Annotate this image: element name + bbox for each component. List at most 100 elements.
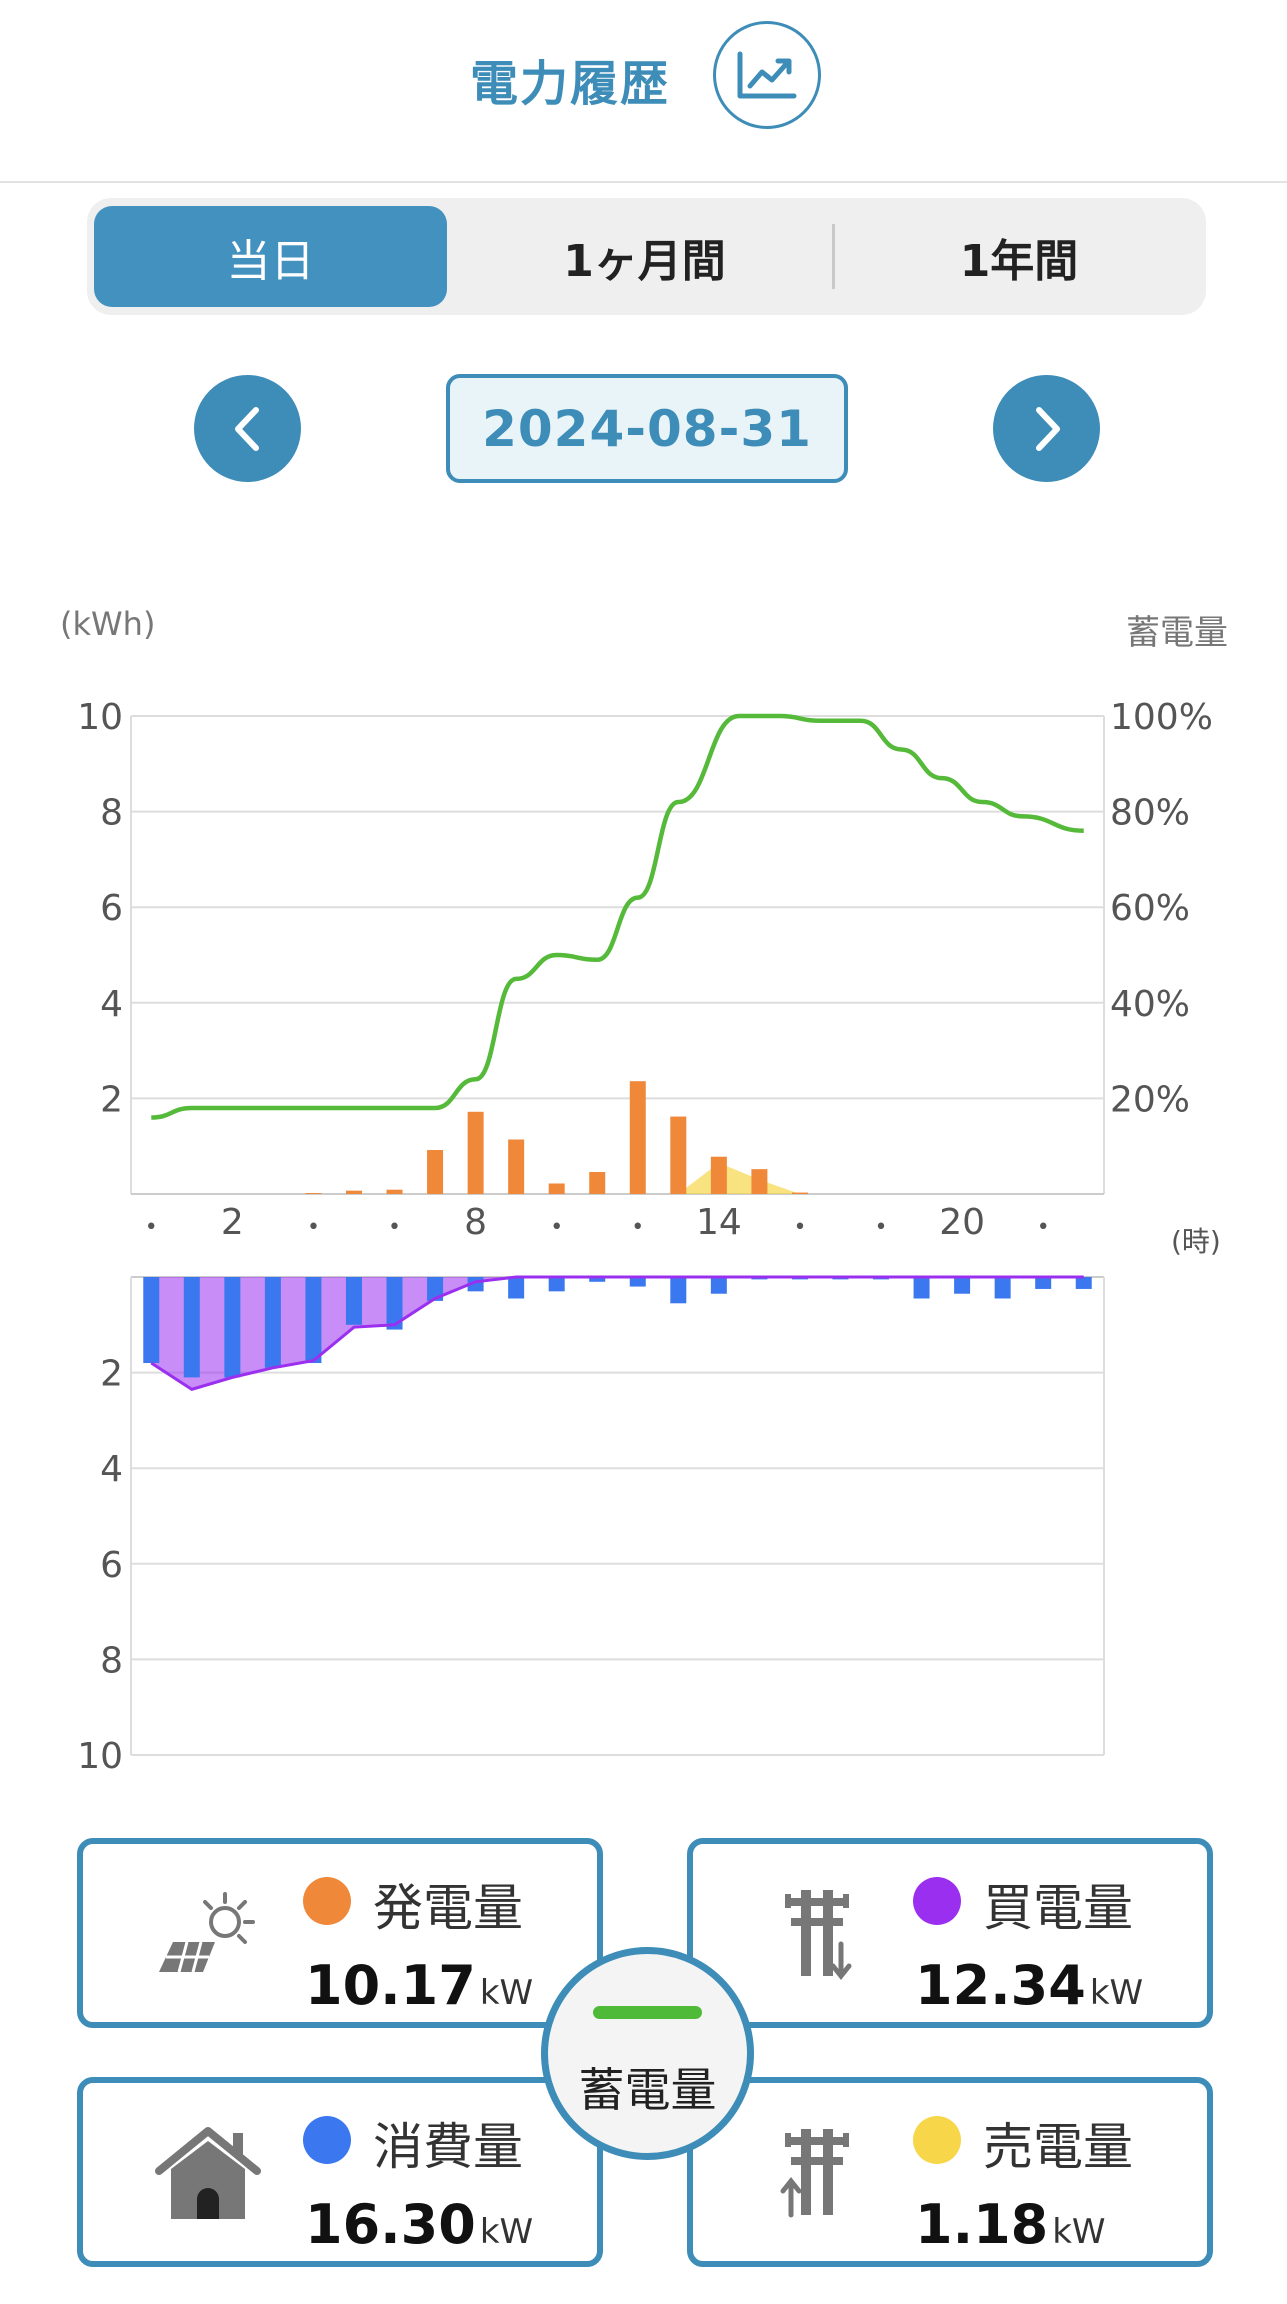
consumption-bar bbox=[954, 1277, 971, 1294]
buy-unit: kW bbox=[1089, 1973, 1144, 2013]
upper-right-tick-label: 80% bbox=[1110, 793, 1190, 834]
x-tick-label: • bbox=[793, 1215, 806, 1240]
generation-bar bbox=[508, 1139, 525, 1194]
solar-panel-icon bbox=[159, 1892, 255, 1973]
tab-divider bbox=[832, 224, 835, 289]
consumption-bar bbox=[386, 1277, 403, 1330]
consumption-bar bbox=[548, 1277, 565, 1292]
line-chart-icon[interactable] bbox=[713, 21, 821, 129]
buy-card[interactable]: 買電量 12.34 kW bbox=[687, 1838, 1213, 2028]
generation-bar bbox=[751, 1169, 768, 1194]
consumption-bar bbox=[710, 1277, 727, 1294]
chevron-left-icon bbox=[234, 406, 259, 451]
generation-value-row: 10.17 kW bbox=[305, 1954, 533, 2017]
consumption-card[interactable]: 消費量 16.30 kW bbox=[77, 2077, 603, 2267]
consumption-bar bbox=[224, 1277, 241, 1378]
upper-y-tick-label: 8 bbox=[100, 793, 123, 834]
buy-label: 買電量 bbox=[983, 1879, 1133, 1937]
upper-y-tick-label: 2 bbox=[100, 1079, 123, 1120]
consumption-bar bbox=[629, 1277, 646, 1287]
tab-year[interactable]: 1年間 bbox=[959, 235, 1079, 287]
house-icon bbox=[155, 2127, 261, 2219]
sell-label: 売電量 bbox=[983, 2118, 1133, 2176]
generation-bar bbox=[467, 1111, 484, 1194]
generation-bar bbox=[427, 1150, 444, 1194]
sell-card[interactable]: 売電量 1.18 kW bbox=[687, 2077, 1213, 2267]
tab-today[interactable]: 当日 bbox=[94, 206, 447, 307]
consumption-bar bbox=[264, 1277, 281, 1368]
buy-value-row: 12.34 kW bbox=[915, 1954, 1143, 2017]
generation-bar bbox=[791, 1192, 808, 1194]
upper-right-tick-label: 20% bbox=[1110, 1079, 1190, 1120]
power-pole-buy-icon bbox=[785, 1890, 852, 1981]
consumption-value-row: 16.30 kW bbox=[305, 2193, 533, 2256]
generation-card[interactable]: 発電量 10.17 kW bbox=[77, 1838, 603, 2028]
lower-y-tick-label: 6 bbox=[100, 1545, 123, 1586]
buy-line bbox=[150, 1275, 1084, 1391]
consumption-bar bbox=[994, 1277, 1011, 1299]
period-tabs: 当日 1ヶ月間 1年間 bbox=[87, 198, 1206, 315]
consumption-bar bbox=[589, 1277, 606, 1282]
page-title: 電力履歴 bbox=[470, 56, 671, 112]
sell-area bbox=[151, 1162, 1084, 1194]
generation-bar bbox=[386, 1189, 403, 1194]
tab-month[interactable]: 1ヶ月間 bbox=[563, 235, 726, 287]
sell-unit: kW bbox=[1052, 2212, 1106, 2252]
generation-bar bbox=[670, 1116, 687, 1194]
hour-axis-unit: (時) bbox=[1171, 1225, 1221, 1258]
consumption-unit: kW bbox=[479, 2212, 534, 2252]
upper-right-tick-label: 60% bbox=[1110, 888, 1190, 929]
sell-value: 1.18 bbox=[915, 2193, 1049, 2256]
consumption-bar bbox=[913, 1277, 930, 1299]
consumption-bar bbox=[670, 1277, 687, 1304]
generation-dot bbox=[303, 1877, 351, 1925]
consumption-bar bbox=[305, 1277, 322, 1364]
buy-value: 12.34 bbox=[915, 1954, 1086, 2017]
next-date-button[interactable] bbox=[993, 375, 1100, 482]
generation-bar bbox=[345, 1190, 362, 1194]
header: 電力履歴 bbox=[0, 0, 1287, 183]
prev-date-button[interactable] bbox=[194, 375, 301, 482]
chevron-right-icon bbox=[1035, 406, 1060, 451]
lower-y-tick-label: 4 bbox=[100, 1449, 123, 1490]
upper-right-tick-label: 40% bbox=[1110, 984, 1190, 1025]
consumption-label: 消費量 bbox=[373, 2118, 523, 2176]
battery-line-swatch bbox=[593, 2006, 702, 2019]
upper-right-tick-label: 100% bbox=[1110, 697, 1213, 738]
upper-y-tick-label: 4 bbox=[100, 984, 123, 1025]
x-tick-label: 14 bbox=[696, 1202, 742, 1243]
right-axis-unit: 蓄電量 bbox=[1126, 613, 1228, 653]
x-tick-label: • bbox=[875, 1215, 888, 1240]
battery-legend-label: 蓄電量 bbox=[578, 2063, 717, 2117]
power-pole-sell-icon bbox=[780, 2129, 849, 2218]
power-history-chart: 10 100% 8 80% 6 60% 4 40% 2 20% • 2 • • 8 • • 14 • • 20 • 2 4 6 8… bbox=[77, 697, 1213, 1777]
lower-y-tick-label: 10 bbox=[77, 1736, 123, 1777]
battery-line bbox=[151, 713, 1084, 1120]
consumption-bar bbox=[183, 1277, 200, 1378]
buy-area bbox=[151, 1277, 1084, 1390]
generation-value: 10.17 bbox=[305, 1954, 476, 2017]
date-display[interactable]: 2024-08-31 bbox=[446, 374, 848, 483]
generation-bar bbox=[305, 1193, 322, 1194]
lower-y-tick-label: 2 bbox=[100, 1354, 123, 1395]
consumption-bar bbox=[1035, 1277, 1052, 1289]
generation-bar bbox=[548, 1183, 565, 1194]
x-tick-label: 8 bbox=[464, 1202, 487, 1243]
consumption-bar bbox=[1075, 1277, 1092, 1289]
x-tick-label: • bbox=[550, 1215, 563, 1240]
x-tick-label: • bbox=[1037, 1215, 1050, 1240]
buy-dot bbox=[913, 1877, 961, 1925]
sell-dot bbox=[913, 2116, 961, 2164]
consumption-bar bbox=[345, 1277, 362, 1325]
consumption-bar bbox=[427, 1277, 444, 1301]
generation-bar bbox=[589, 1172, 606, 1194]
consumption-dot bbox=[303, 2116, 351, 2164]
lower-y-tick-label: 8 bbox=[100, 1640, 123, 1681]
upper-y-tick-label: 6 bbox=[100, 888, 123, 929]
generation-unit: kW bbox=[479, 1973, 534, 2013]
x-tick-label: • bbox=[388, 1215, 401, 1240]
battery-legend-button[interactable]: 蓄電量 bbox=[541, 1947, 754, 2160]
consumption-value: 16.30 bbox=[305, 2193, 476, 2256]
x-tick-label: 2 bbox=[221, 1202, 244, 1243]
x-tick-label: 20 bbox=[939, 1202, 985, 1243]
